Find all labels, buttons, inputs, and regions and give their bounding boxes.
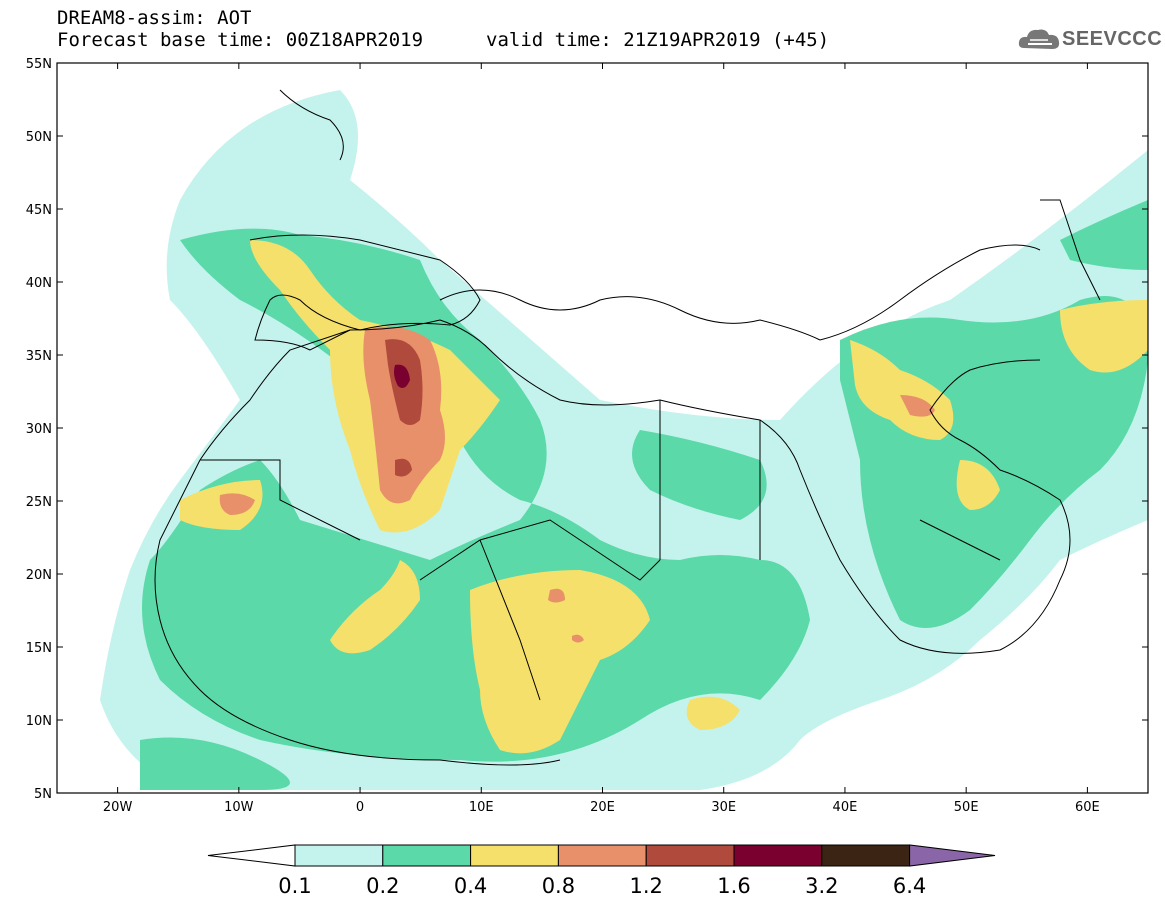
latitude-labels: 55N 50N 45N 40N 35N 30N 25N 20N 15N 10N 5N (26, 57, 52, 802)
colorbar-segment-below-min (207, 844, 296, 867)
lon-label-60E: 60E (1075, 800, 1100, 815)
lat-label-10N: 10N (26, 714, 52, 729)
colorbar-label-0.1: 0.1 (278, 874, 311, 898)
colorbar-segment-above-max (909, 844, 996, 867)
lon-label-10E: 10E (469, 800, 494, 815)
lat-label-30N: 30N (26, 422, 52, 437)
colorbar-segment-1.2 (645, 844, 735, 867)
logo-text: SEEVCCC (1062, 28, 1163, 50)
lat-label-5N: 5N (34, 787, 52, 802)
colorbar-label-6.4: 6.4 (893, 874, 926, 898)
lon-label-20E: 20E (590, 800, 615, 815)
colorbar-segment-0.2 (382, 844, 472, 867)
colorbar-segment-3.2 (821, 844, 911, 867)
axis-ticks (57, 62, 1148, 794)
lon-label-0: 0 (356, 800, 364, 815)
colorbar-segment-0.8 (557, 844, 647, 867)
map-title: DREAM8-assim: AOT (57, 7, 252, 29)
colorbar-label-0.8: 0.8 (542, 874, 575, 898)
valid-time: valid time: 21Z19APR2019 (+45) (486, 29, 830, 51)
lat-label-20N: 20N (26, 568, 52, 583)
lat-label-15N: 15N (26, 641, 52, 656)
colorbar-label-3.2: 3.2 (805, 874, 838, 898)
coastlines (154, 89, 1101, 766)
lat-label-50N: 50N (26, 130, 52, 145)
lon-label-30E: 30E (711, 800, 736, 815)
lat-label-35N: 35N (26, 349, 52, 364)
forecast-base-time: Forecast base time: 00Z18APR2019 (57, 29, 424, 51)
aot-level-1.6 (394, 364, 410, 388)
colorbar-label-0.4: 0.4 (454, 874, 487, 898)
colorbar: 0.1 0.2 0.4 0.8 1.2 1.6 3.2 6.4 (207, 844, 996, 898)
lon-label-20W: 20W (103, 800, 133, 815)
seevccc-logo: SEEVCCC (1018, 22, 1162, 58)
colorbar-label-1.2: 1.2 (629, 874, 662, 898)
lon-label-50E: 50E (954, 800, 979, 815)
longitude-labels: 20W 10W 0 10E 20E 30E 40E 50E 60E (103, 800, 1100, 815)
colorbar-segment-1.6 (733, 844, 823, 867)
colorbar-segment-0.1 (294, 844, 384, 867)
lat-label-25N: 25N (26, 495, 52, 510)
lat-label-45N: 45N (26, 203, 52, 218)
lon-label-10W: 10W (224, 800, 254, 815)
colorbar-label-1.6: 1.6 (717, 874, 750, 898)
lat-label-40N: 40N (26, 276, 52, 291)
colorbar-label-0.2: 0.2 (366, 874, 399, 898)
colorbar-segment-0.4 (470, 844, 559, 867)
aot-field (100, 90, 1148, 790)
lon-label-40E: 40E (833, 800, 858, 815)
cloud-icon (1018, 29, 1060, 49)
lat-label-55N: 55N (26, 57, 52, 72)
